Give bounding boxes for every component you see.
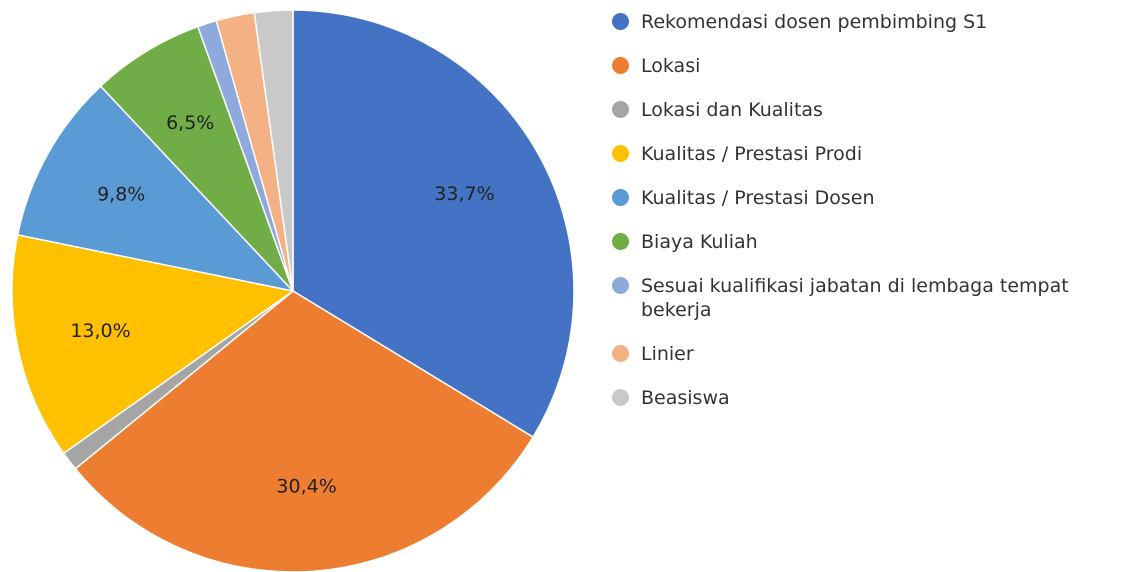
legend-marker (612, 277, 629, 294)
data-label: 9,8% (97, 184, 145, 206)
pie-slice (74, 290, 535, 572)
legend-label: Sesuai kualifikasi jabatan di lembaga te… (641, 275, 1069, 321)
legend-marker (612, 57, 629, 74)
data-label: 33,7% (434, 183, 494, 205)
legend-label: Linier (641, 343, 694, 365)
legend-item: Sesuai kualifikasi jabatan di lembaga te… (612, 274, 1132, 322)
legend: Rekomendasi dosen pembimbing S1 Lokasi Lok… (612, 10, 1132, 410)
legend-label: Kualitas / Prestasi Dosen (641, 187, 875, 209)
pie-slice (99, 25, 294, 292)
legend-label: Lokasi dan Kualitas (641, 99, 823, 121)
legend-item: Lokasi dan Kualitas (612, 98, 1132, 122)
pie-slice (292, 9, 575, 439)
legend-marker (612, 189, 629, 206)
legend-marker (612, 101, 629, 118)
legend-label: Biaya Kuliah (641, 231, 758, 253)
legend-item: Beasiswa (612, 386, 1132, 410)
legend-marker (612, 389, 629, 406)
legend-marker (612, 13, 629, 30)
data-label: 30,4% (276, 476, 336, 498)
legend-item: Rekomendasi dosen pembimbing S1 (612, 10, 1132, 34)
legend-item: Biaya Kuliah (612, 230, 1132, 254)
legend-marker (612, 233, 629, 250)
pie-area: 33,7% 30,4% 13,0% 9,8% 6,5% (11, 9, 575, 572)
legend-marker (612, 345, 629, 362)
data-label: 6,5% (166, 112, 214, 134)
legend-marker (612, 145, 629, 162)
legend-label: Kualitas / Prestasi Prodi (641, 143, 863, 165)
legend-item: Lokasi (612, 54, 1132, 78)
legend-label: Lokasi (641, 55, 701, 77)
pie-slice (11, 233, 295, 455)
data-label: 13,0% (70, 320, 130, 342)
legend-label: Rekomendasi dosen pembimbing S1 (641, 11, 988, 33)
legend-label: Beasiswa (641, 387, 730, 409)
pie-slice (16, 85, 296, 293)
legend-item: Kualitas / Prestasi Prodi (612, 142, 1132, 166)
legend-item: Kualitas / Prestasi Dosen (612, 186, 1132, 210)
pie-slice (253, 9, 294, 292)
legend-item: Linier (612, 342, 1132, 366)
